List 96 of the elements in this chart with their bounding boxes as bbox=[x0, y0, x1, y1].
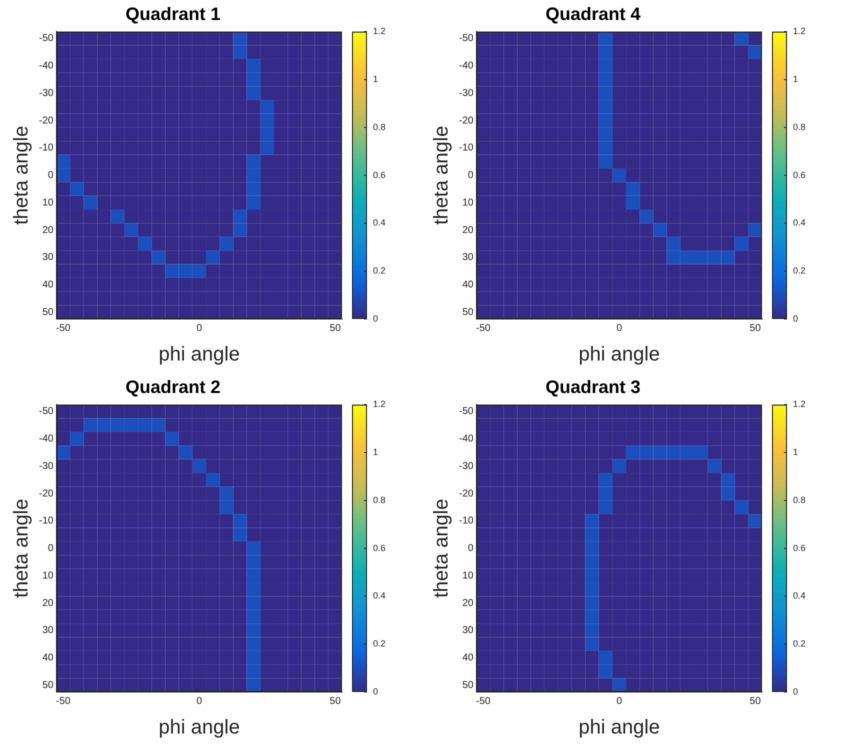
y-tick-label: 40 bbox=[42, 280, 54, 291]
color-bar-label: 0.4 bbox=[373, 590, 386, 601]
y-tick-label: -10 bbox=[459, 142, 474, 154]
color-bar-label: 0.4 bbox=[793, 590, 806, 601]
x-tick-label: 0 bbox=[616, 322, 622, 334]
y-tick-label: 40 bbox=[42, 652, 54, 664]
y-tick-label: -10 bbox=[459, 516, 474, 527]
y-tick-label: 0 bbox=[468, 543, 474, 554]
y-tick-label: -40 bbox=[39, 60, 54, 72]
y-tick-label: -30 bbox=[459, 88, 474, 99]
y-tick-label: -40 bbox=[459, 60, 474, 72]
x-tick-label: 50 bbox=[330, 696, 342, 707]
y-tick-label: 10 bbox=[42, 197, 54, 208]
color-bar-label: 1.2 bbox=[373, 26, 386, 36]
color-bar-label: 0.6 bbox=[373, 542, 386, 553]
color-bar-label: 0.2 bbox=[373, 638, 386, 649]
x-axis-title: phi angle bbox=[158, 344, 240, 366]
color-bar-label: 0.2 bbox=[793, 638, 806, 649]
y-tick-label: -20 bbox=[459, 488, 474, 500]
y-tick-label: -40 bbox=[459, 434, 474, 445]
y-tick-label: 0 bbox=[48, 543, 54, 554]
y-axis-title: theta angle bbox=[430, 498, 453, 598]
color-bar-label: 0 bbox=[793, 686, 798, 696]
y-tick-label: 30 bbox=[42, 252, 54, 264]
chart-title: Quadrant 1 bbox=[125, 4, 221, 24]
x-tick-label: 50 bbox=[750, 322, 762, 334]
y-tick-label: 10 bbox=[42, 570, 54, 582]
color-bar-label: 1.2 bbox=[793, 399, 806, 410]
y-tick-label: 0 bbox=[48, 170, 54, 182]
color-bar-label: 0 bbox=[793, 313, 798, 324]
y-axis-title: theta angle bbox=[10, 126, 33, 225]
y-tick-label: -20 bbox=[459, 115, 474, 126]
chart-title: Quadrant 2 bbox=[125, 376, 221, 397]
y-tick-label: 40 bbox=[462, 280, 474, 291]
y-tick-label: -30 bbox=[39, 88, 54, 99]
y-tick-label: -20 bbox=[39, 115, 54, 126]
y-tick-label: 50 bbox=[462, 680, 474, 691]
color-bar-label: 1.2 bbox=[793, 26, 806, 36]
y-tick-label: 30 bbox=[462, 252, 474, 264]
x-tick-label: 0 bbox=[196, 696, 202, 707]
color-bar-label: 1 bbox=[373, 446, 378, 457]
y-tick-label: 20 bbox=[42, 598, 54, 609]
chart-title: Quadrant 4 bbox=[545, 4, 641, 24]
x-tick-label: -50 bbox=[56, 696, 71, 707]
x-axis-title: phi angle bbox=[578, 716, 660, 739]
y-tick-label: 50 bbox=[42, 680, 54, 691]
color-bar-label: 0 bbox=[373, 686, 378, 696]
x-tick-label: 0 bbox=[616, 696, 622, 707]
y-tick-label: 10 bbox=[462, 570, 474, 582]
x-tick-label: 50 bbox=[330, 322, 342, 334]
y-tick-label: -20 bbox=[39, 488, 54, 500]
y-axis-title: theta angle bbox=[10, 498, 33, 598]
x-tick-label: 50 bbox=[750, 696, 762, 707]
y-tick-label: 40 bbox=[462, 652, 474, 664]
x-axis-title: phi angle bbox=[578, 344, 660, 366]
color-bar-label: 1.2 bbox=[373, 399, 386, 410]
y-tick-label: 10 bbox=[462, 197, 474, 208]
color-bar-label: 0.4 bbox=[793, 218, 806, 228]
color-bar-label: 1 bbox=[373, 74, 378, 84]
y-tick-label: 50 bbox=[42, 306, 54, 318]
color-bar-label: 0.8 bbox=[793, 122, 806, 132]
color-bar-label: 0.8 bbox=[373, 494, 386, 505]
y-tick-label: -10 bbox=[39, 516, 54, 527]
x-tick-label: -50 bbox=[476, 696, 491, 707]
color-bar-label: 0.6 bbox=[793, 542, 806, 553]
y-tick-label: -50 bbox=[39, 33, 54, 44]
y-tick-label: -50 bbox=[459, 406, 474, 418]
y-tick-label: -30 bbox=[459, 460, 474, 472]
color-bar-label: 0.6 bbox=[373, 170, 386, 180]
color-bar-label: 0.6 bbox=[793, 170, 806, 180]
y-tick-label: 30 bbox=[462, 625, 474, 636]
y-tick-label: -30 bbox=[39, 460, 54, 472]
color-bar-label: 0.2 bbox=[373, 266, 386, 276]
y-axis-title: theta angle bbox=[430, 126, 453, 225]
x-tick-label: 0 bbox=[196, 322, 202, 334]
color-bar-label: 1 bbox=[793, 74, 798, 84]
color-bar-label: 0.8 bbox=[373, 122, 386, 132]
color-bar-label: 0.8 bbox=[793, 494, 806, 505]
color-bar-label: 0 bbox=[373, 313, 378, 324]
y-tick-label: 0 bbox=[468, 170, 474, 182]
y-tick-label: -50 bbox=[39, 406, 54, 418]
y-tick-label: -40 bbox=[39, 434, 54, 445]
y-tick-label: 20 bbox=[462, 224, 474, 236]
y-tick-label: 30 bbox=[42, 625, 54, 636]
color-bar-label: 1 bbox=[793, 446, 798, 457]
y-tick-label: 50 bbox=[462, 306, 474, 318]
x-tick-label: -50 bbox=[56, 322, 71, 334]
y-tick-label: -50 bbox=[459, 33, 474, 44]
chart-title: Quadrant 3 bbox=[545, 376, 641, 397]
x-tick-label: -50 bbox=[476, 322, 491, 334]
color-bar-label: 0.4 bbox=[373, 218, 386, 228]
y-tick-label: 20 bbox=[462, 598, 474, 609]
y-tick-label: 20 bbox=[42, 224, 54, 236]
x-axis-title: phi angle bbox=[158, 716, 240, 739]
y-tick-label: -10 bbox=[39, 142, 54, 154]
color-bar-label: 0.2 bbox=[793, 266, 806, 276]
